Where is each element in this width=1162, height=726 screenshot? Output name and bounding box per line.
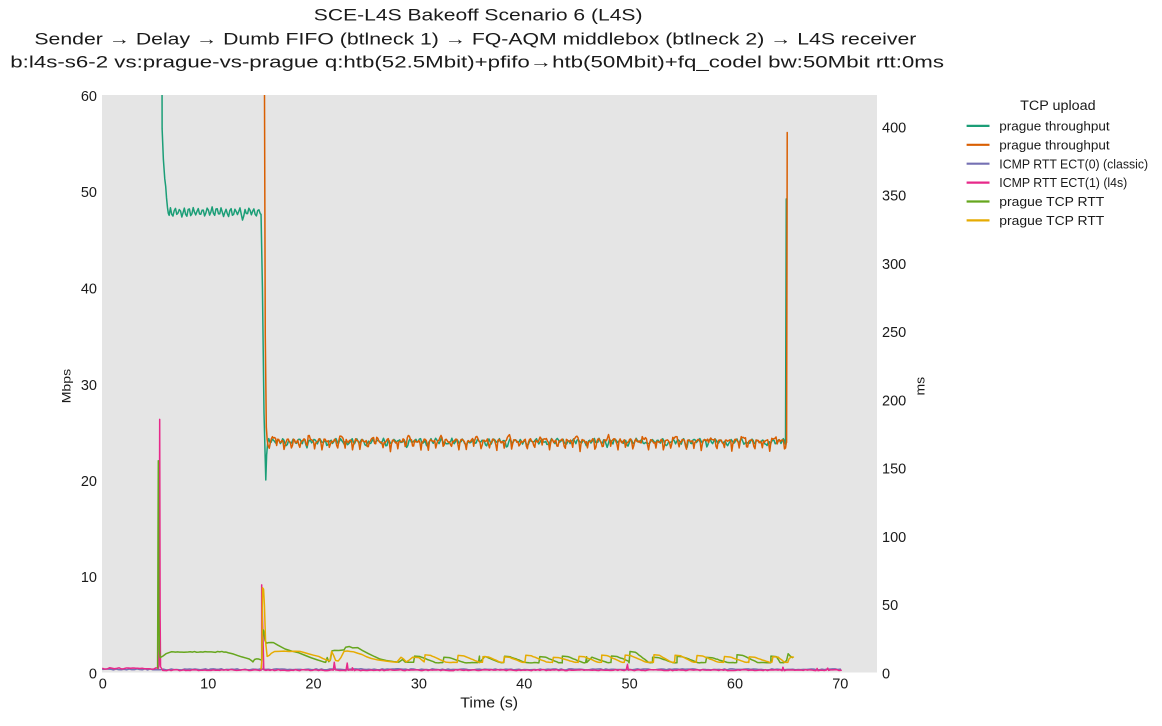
svg-text:30: 30 bbox=[81, 378, 97, 394]
svg-text:400: 400 bbox=[882, 120, 906, 136]
svg-text:TCP upload: TCP upload bbox=[1020, 98, 1096, 113]
svg-text:150: 150 bbox=[882, 462, 906, 478]
svg-text:prague throughput: prague throughput bbox=[999, 138, 1110, 152]
svg-text:20: 20 bbox=[81, 474, 97, 490]
svg-text:40: 40 bbox=[81, 282, 97, 298]
svg-text:20: 20 bbox=[305, 677, 321, 693]
svg-text:Sender → Delay → Dumb FIFO (bt: Sender → Delay → Dumb FIFO (btlneck 1) →… bbox=[34, 30, 916, 49]
svg-text:0: 0 bbox=[89, 667, 97, 683]
svg-text:prague TCP RTT: prague TCP RTT bbox=[999, 214, 1104, 228]
svg-text:0: 0 bbox=[882, 667, 890, 683]
svg-text:prague throughput: prague throughput bbox=[999, 120, 1110, 134]
svg-text:250: 250 bbox=[882, 325, 906, 341]
svg-text:SCE-L4S Bakeoff Scenario 6 (L4: SCE-L4S Bakeoff Scenario 6 (L4S) bbox=[314, 6, 643, 25]
svg-text:50: 50 bbox=[882, 598, 898, 614]
svg-text:60: 60 bbox=[727, 677, 743, 693]
svg-text:10: 10 bbox=[81, 570, 97, 586]
svg-text:50: 50 bbox=[622, 677, 638, 693]
svg-text:30: 30 bbox=[411, 677, 427, 693]
svg-text:Time (s): Time (s) bbox=[460, 696, 518, 712]
svg-text:350: 350 bbox=[882, 189, 906, 205]
svg-text:10: 10 bbox=[200, 677, 216, 693]
svg-text:200: 200 bbox=[882, 393, 906, 409]
svg-text:ms: ms bbox=[914, 377, 928, 396]
svg-text:40: 40 bbox=[516, 677, 532, 693]
svg-text:ICMP RTT ECT(0) (classic): ICMP RTT ECT(0) (classic) bbox=[999, 157, 1148, 171]
svg-text:70: 70 bbox=[832, 677, 848, 693]
svg-text:b:l4s-s6-2 vs:prague-vs-prague: b:l4s-s6-2 vs:prague-vs-prague q:htb(52.… bbox=[10, 53, 944, 72]
svg-text:300: 300 bbox=[882, 257, 906, 273]
svg-text:60: 60 bbox=[81, 89, 97, 105]
svg-text:100: 100 bbox=[882, 530, 906, 546]
svg-text:ICMP RTT ECT(1) (l4s): ICMP RTT ECT(1) (l4s) bbox=[999, 176, 1127, 190]
svg-text:Mbps: Mbps bbox=[59, 369, 73, 403]
svg-text:0: 0 bbox=[99, 677, 107, 693]
svg-text:50: 50 bbox=[81, 185, 97, 201]
svg-text:prague TCP RTT: prague TCP RTT bbox=[999, 195, 1104, 209]
